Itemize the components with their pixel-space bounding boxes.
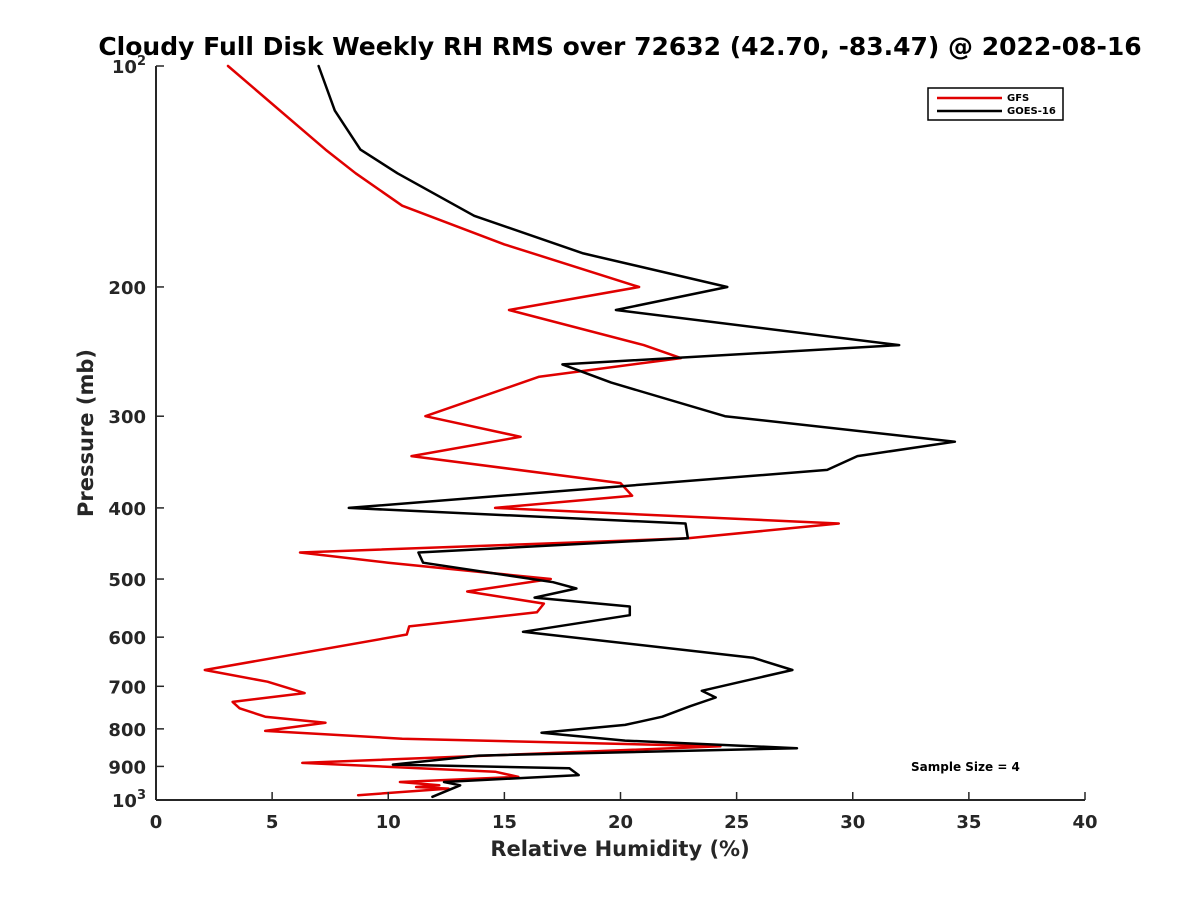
sample-size-annotation: Sample Size = 4 [911,760,1020,774]
y-tick-label-0: 102 [112,54,146,78]
y-tick-label-base-7: 800 [108,720,146,741]
y-tick-label-2: 300 [108,407,146,428]
y-tick-label-base-8: 900 [108,757,146,778]
plot-area [156,66,1085,800]
y-tick-label-9: 103 [112,788,146,812]
y-axis-label: Pressure (mb) [74,349,98,517]
legend-label-gfs: GFS [1007,93,1029,104]
y-tick-label-base-9: 10 [112,791,137,812]
x-tick-label-7: 35 [956,812,981,833]
y-tick-label-4: 500 [108,570,146,591]
series-layer [203,64,957,799]
y-tick-label-base-4: 500 [108,570,146,591]
legend-box [927,87,1064,121]
x-tick-label-4: 20 [608,812,633,833]
y-tick-label-exponent-0: 2 [137,54,146,69]
y-tick-label-base-2: 300 [108,407,146,428]
y-tick-label-base-0: 10 [112,57,137,78]
y-tick-label-8: 900 [108,757,146,778]
x-axis-label: Relative Humidity (%) [490,837,749,861]
x-tick-label-8: 40 [1072,812,1097,833]
series-line-gfs [203,64,841,797]
y-tick-label-exponent-9: 3 [137,788,146,803]
y-tick-label-6: 700 [108,677,146,698]
y-tick-label-1: 200 [108,278,146,299]
x-tick-label-6: 30 [840,812,865,833]
x-tick-label-3: 15 [492,812,517,833]
x-axis-ticks: 0 5 10 15 20 25 30 35 40 [150,792,1098,833]
y-tick-label-7: 800 [108,720,146,741]
x-tick-label-2: 10 [376,812,401,833]
series-line-goes16 [317,64,957,799]
y-tick-label-base-1: 200 [108,278,146,299]
legend-label-goes16: GOES-16 [1007,106,1056,117]
y-tick-label-base-3: 400 [108,499,146,520]
y-tick-label-base-5: 600 [108,628,146,649]
x-tick-label-0: 0 [150,812,163,833]
legend: GFS GOES-16 [927,87,1064,121]
chart-title: Cloudy Full Disk Weekly RH RMS over 7263… [98,32,1141,61]
x-tick-label-5: 25 [724,812,749,833]
y-tick-label-5: 600 [108,628,146,649]
y-tick-label-3: 400 [108,499,146,520]
y-tick-label-base-6: 700 [108,677,146,698]
x-tick-label-1: 5 [266,812,279,833]
